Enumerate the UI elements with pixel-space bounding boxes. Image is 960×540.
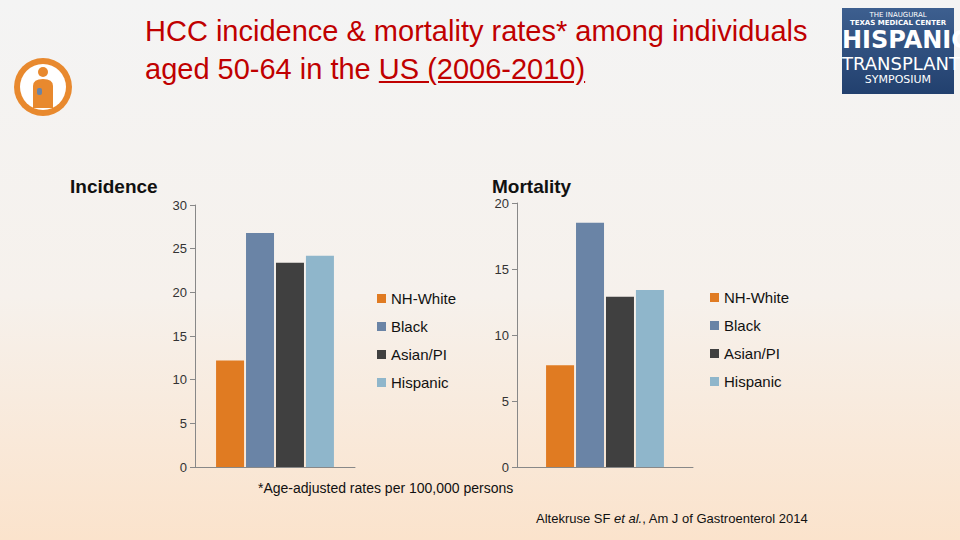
svg-text:0: 0 xyxy=(180,460,187,475)
html-text:SYMPOSIUM: SYMPOSIUM xyxy=(864,72,932,86)
svg-text:Hispanic: Hispanic xyxy=(391,374,449,391)
svg-text:Black: Black xyxy=(724,317,761,334)
svg-text:Asian/PI: Asian/PI xyxy=(391,346,447,363)
svg-text:0: 0 xyxy=(502,460,509,475)
svg-text:5: 5 xyxy=(180,416,187,431)
svg-text:10: 10 xyxy=(173,372,187,387)
svg-text:15: 15 xyxy=(173,329,187,344)
html-text:TEXAS MEDICAL CENTER: TEXAS MEDICAL CENTER xyxy=(849,18,947,27)
svg-text:25: 25 xyxy=(173,241,187,256)
svg-text:20: 20 xyxy=(495,196,509,211)
html-text:HCC incidence & mortality rate: HCC incidence & mortality rates* among i… xyxy=(145,15,808,85)
svg-text:NH-White: NH-White xyxy=(391,290,456,307)
svg-text:5: 5 xyxy=(502,394,509,409)
svg-text:Incidence: Incidence xyxy=(70,176,158,197)
svg-text:Hispanic: Hispanic xyxy=(724,373,782,390)
svg-text:10: 10 xyxy=(495,328,509,343)
svg-text:Black: Black xyxy=(391,318,428,335)
svg-text:30: 30 xyxy=(173,198,187,213)
html-text:Altekruse SF et al., Am J of G: Altekruse SF et al., Am J of Gastroenter… xyxy=(536,511,808,526)
svg-text:15: 15 xyxy=(495,262,509,277)
svg-text:Asian/PI: Asian/PI xyxy=(724,345,780,362)
html-text:THE INAUGURAL: THE INAUGURAL xyxy=(869,11,927,19)
svg-text:NH-White: NH-White xyxy=(724,289,789,306)
svg-text:Mortality: Mortality xyxy=(492,176,572,197)
svg-text:20: 20 xyxy=(173,285,187,300)
html-text:TRANSPLANT: TRANSPLANT xyxy=(842,52,960,74)
html-text:*Age-adjusted rates per 100,00: *Age-adjusted rates per 100,000 persons xyxy=(258,480,514,496)
